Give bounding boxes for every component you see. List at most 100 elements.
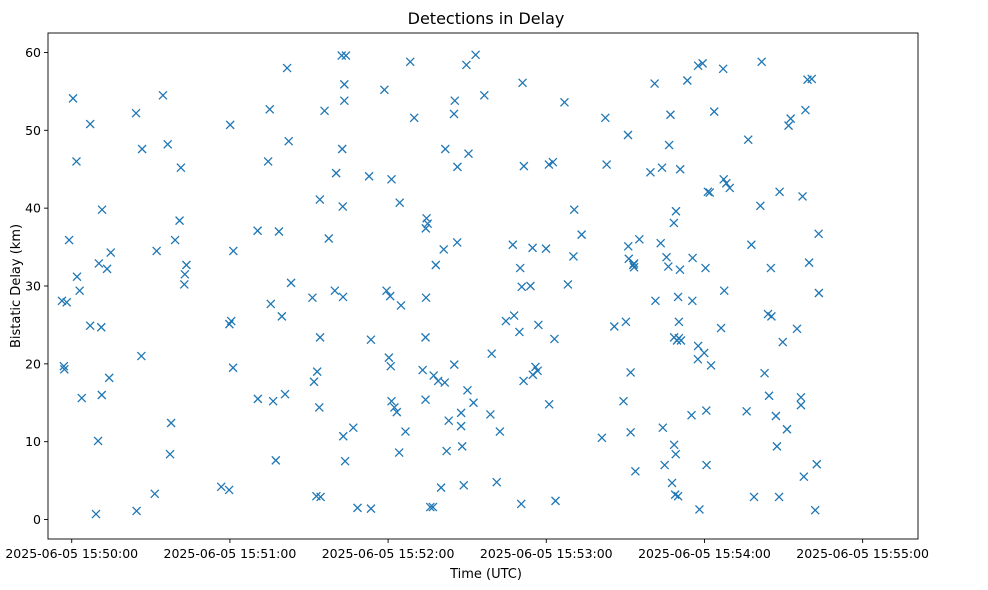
data-point (431, 260, 441, 270)
data-point (630, 466, 640, 476)
data-point (341, 51, 351, 61)
data-point (479, 90, 489, 100)
data-point (531, 362, 540, 372)
data-point (485, 409, 495, 419)
data-point (353, 503, 362, 513)
data-point (57, 296, 67, 306)
data-point (812, 459, 822, 469)
data-point (634, 234, 644, 244)
data-point (675, 164, 685, 174)
data-point (284, 136, 294, 146)
data-point (469, 398, 478, 408)
data-point (560, 97, 569, 107)
data-point (814, 229, 824, 239)
data-point (315, 332, 325, 342)
data-point (91, 509, 101, 519)
data-point (782, 424, 792, 434)
data-point (75, 286, 85, 296)
data-point (757, 57, 767, 67)
data-point (600, 113, 610, 123)
y-tick-label: 0 (33, 512, 41, 527)
data-point (602, 160, 612, 170)
data-point (312, 367, 322, 377)
data-point (150, 489, 160, 499)
data-point (619, 396, 628, 406)
data-point (282, 63, 292, 73)
data-point (216, 482, 226, 492)
data-point (366, 335, 376, 345)
data-point (464, 149, 473, 159)
data-point (309, 377, 319, 387)
data-point (675, 265, 685, 275)
data-point (382, 286, 391, 296)
chart-title: Detections in Delay (408, 9, 565, 28)
data-point (462, 385, 472, 395)
data-point (577, 230, 587, 240)
data-point (286, 278, 296, 288)
data-point (425, 502, 435, 512)
data-point (271, 455, 281, 465)
data-point (268, 396, 278, 406)
data-point (339, 96, 349, 106)
data-point (439, 244, 449, 254)
data-point (693, 341, 703, 351)
data-point (421, 223, 431, 233)
data-point (253, 394, 263, 404)
plot-frame (47, 32, 919, 540)
data-point (721, 178, 731, 188)
data-point (94, 258, 104, 268)
data-point (421, 332, 430, 342)
data-point (307, 293, 317, 303)
data-point (544, 399, 554, 409)
data-point (320, 106, 330, 116)
data-point (495, 427, 505, 437)
data-point (533, 320, 543, 330)
data-point (93, 436, 103, 446)
y-tick-label: 50 (25, 123, 41, 138)
data-point (401, 427, 410, 437)
data-point (405, 57, 415, 67)
data-point (645, 167, 655, 177)
data-point (784, 121, 794, 131)
x-axis-label: Time (UTC) (449, 567, 522, 582)
data-point (280, 389, 290, 399)
data-point (450, 96, 460, 106)
data-point (457, 441, 467, 451)
data-point (166, 418, 176, 428)
data-point (663, 262, 673, 271)
data-point (719, 174, 729, 184)
data-point (766, 263, 776, 273)
data-point (385, 291, 395, 301)
data-point (796, 400, 806, 410)
data-point (509, 311, 519, 321)
data-point (379, 85, 389, 95)
data-point (152, 246, 162, 256)
data-point (330, 286, 340, 296)
data-point (701, 406, 711, 416)
data-point (671, 206, 681, 216)
data-point (106, 248, 116, 257)
data-point (366, 504, 376, 514)
y-tick-label: 20 (25, 356, 41, 371)
data-point (719, 286, 729, 296)
data-point (228, 246, 238, 256)
data-point (266, 299, 276, 309)
y-tick-label: 30 (25, 279, 41, 294)
data-point (394, 448, 404, 458)
data-point (626, 367, 636, 377)
data-point (132, 506, 142, 516)
data-point (528, 243, 538, 253)
data-point (421, 293, 431, 303)
data-point (433, 376, 443, 386)
x-tick-label: 2025-06-05 15:51:00 (164, 546, 297, 561)
data-point (97, 205, 107, 215)
data-point (518, 78, 528, 88)
data-point (716, 323, 726, 333)
data-point (671, 449, 681, 459)
data-point (387, 174, 396, 184)
data-point (387, 396, 396, 406)
data-point (706, 360, 716, 370)
data-point (650, 296, 660, 306)
data-point (440, 144, 450, 154)
